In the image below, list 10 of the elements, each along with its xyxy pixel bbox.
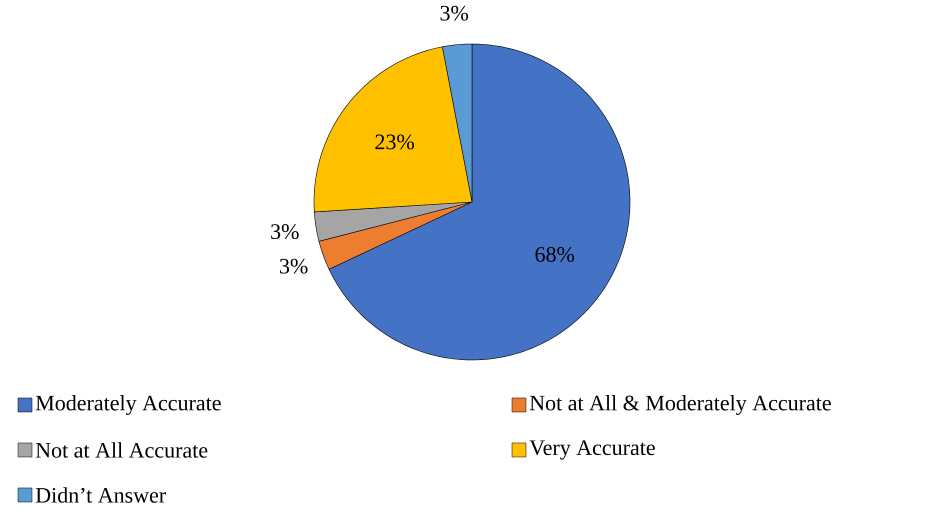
legend-label: Didn’t Answer: [36, 487, 166, 503]
data-label: 23%: [375, 134, 414, 150]
data-label: 68%: [535, 247, 574, 262]
data-label: 3%: [280, 258, 308, 274]
data-label: 3%: [440, 6, 468, 21]
legend-label: Moderately Accurate: [36, 394, 221, 415]
legend-label: Very Accurate: [529, 440, 655, 460]
data-label: 3%: [271, 224, 299, 240]
legend-label: Not at All & Moderately Accurate: [530, 394, 831, 415]
legend-label: Not at All Accurate: [36, 442, 208, 458]
